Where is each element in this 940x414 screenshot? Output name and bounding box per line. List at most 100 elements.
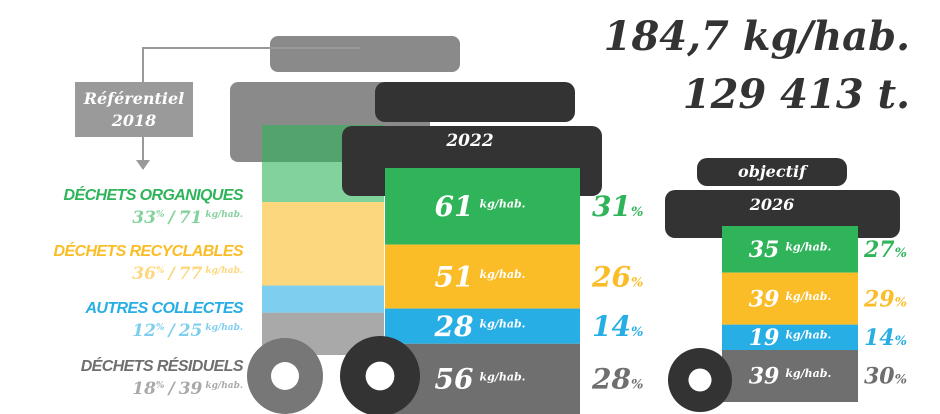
year-label: 2022 — [445, 131, 493, 151]
tonnage-total: 129 413 t. — [683, 71, 910, 118]
value: 35 — [749, 237, 780, 263]
percent: 29 — [863, 286, 895, 312]
reference-label: Référentiel — [83, 89, 185, 108]
unit: % — [895, 246, 907, 261]
percent-label: 26% — [591, 260, 643, 293]
segment — [722, 272, 858, 325]
percent-label: 14% — [864, 325, 907, 351]
value: 19 — [749, 325, 780, 351]
category-name: AUTRES COLLECTES — [84, 300, 243, 317]
percent-label: 14% — [592, 310, 643, 343]
value-label: 51 kg/hab. — [435, 260, 526, 293]
unit: kg/hab. — [205, 323, 243, 333]
category-2018: 36%/77 kg/hab. — [132, 264, 243, 284]
year-caption: objectif — [738, 162, 809, 181]
segment — [722, 324, 858, 350]
truck-cab — [375, 82, 575, 122]
separator: / — [166, 208, 176, 228]
value-label: 39 kg/hab. — [749, 286, 832, 312]
value: 61 — [435, 190, 474, 223]
percent-label: 29% — [863, 286, 907, 312]
value: 39 — [749, 364, 780, 390]
wheel-hub — [271, 362, 299, 390]
percent: 14 — [864, 325, 895, 351]
wheel-hub — [688, 368, 712, 392]
percent: 31 — [592, 190, 631, 223]
separator: / — [166, 379, 176, 399]
value-label: 39 kg/hab. — [749, 364, 832, 390]
truck-1: 35 kg/hab. 27% 39 kg/hab. 29% 19 kg/hab. 14% 39 kg… — [668, 226, 907, 412]
category-2018: 33%/71 kg/hab. — [132, 208, 243, 228]
unit: % — [895, 295, 907, 310]
year-label: 2026 — [749, 195, 795, 214]
unit: kg/hab. — [785, 290, 831, 303]
value: 39 — [179, 379, 203, 399]
segment — [722, 350, 858, 402]
unit: % — [895, 334, 907, 349]
segment — [385, 168, 580, 245]
value: 28 — [434, 310, 474, 343]
wheel-hub — [365, 361, 395, 391]
unit: % — [895, 373, 907, 388]
unit: kg/hab. — [479, 370, 525, 383]
unit: % — [631, 378, 643, 393]
reference-box — [75, 82, 193, 137]
value-label: 28 kg/hab. — [434, 310, 526, 343]
separator: / — [166, 264, 176, 284]
unit: % — [156, 266, 165, 276]
percent-label: 28% — [591, 363, 643, 396]
category-labels: DÉCHETS ORGANIQUES 33%/71 kg/hab. DÉCHETS R… — [53, 185, 244, 399]
unit: kg/hab. — [479, 318, 525, 331]
segment — [262, 285, 384, 313]
truck-0: 61 kg/hab. 31%51 kg/hab. 26%28 kg/hab. 14%56 kg… — [340, 168, 643, 414]
truck-cab — [697, 158, 847, 186]
unit: % — [156, 381, 165, 391]
unit: % — [631, 275, 643, 290]
value: 56 — [435, 363, 474, 396]
segment — [385, 308, 580, 344]
truck-cab — [270, 36, 460, 72]
unit: % — [631, 205, 643, 220]
value-label: 19 kg/hab. — [749, 325, 832, 351]
value: 51 — [435, 260, 474, 293]
unit: kg/hab. — [785, 328, 831, 341]
unit: % — [156, 323, 165, 333]
value-label: 56 kg/hab. — [435, 363, 526, 396]
unit: kg/hab. — [205, 381, 243, 391]
percent-label: 30% — [864, 364, 907, 390]
category-name: DÉCHETS RÉSIDUELS — [81, 356, 244, 375]
segment — [385, 244, 580, 309]
separator: / — [166, 321, 176, 341]
segment — [722, 226, 858, 273]
percent: 27 — [863, 237, 895, 263]
percent: 26 — [591, 260, 631, 293]
value: 25 — [178, 321, 203, 341]
percent-label: 27% — [863, 237, 907, 263]
unit: kg/hab. — [205, 266, 243, 276]
segment — [262, 202, 384, 286]
unit: % — [631, 325, 643, 340]
connector — [142, 47, 360, 82]
unit: kg/hab. — [785, 240, 831, 253]
percent-label: 31% — [592, 190, 643, 223]
percent: 12 — [132, 321, 156, 341]
unit: % — [156, 210, 165, 220]
percent: 14 — [592, 310, 631, 343]
value-label: 61 kg/hab. — [435, 190, 526, 223]
percent: 18 — [132, 379, 156, 399]
category-2018: 18%/39 kg/hab. — [132, 379, 243, 399]
unit: kg/hab. — [205, 210, 243, 220]
unit: kg/hab. — [785, 367, 831, 380]
arrow — [136, 160, 150, 170]
percent: 36 — [132, 264, 156, 284]
truck-2018 — [247, 125, 384, 414]
unit: kg/hab. — [479, 268, 525, 281]
percent: 28 — [591, 363, 631, 396]
value: 77 — [179, 264, 203, 284]
category-name: DÉCHETS ORGANIQUES — [64, 185, 244, 204]
percent: 30 — [864, 364, 895, 390]
trucks: 61 kg/hab. 31%51 kg/hab. 26%28 kg/hab. 14%56 kg… — [340, 168, 907, 414]
value: 39 — [749, 286, 780, 312]
